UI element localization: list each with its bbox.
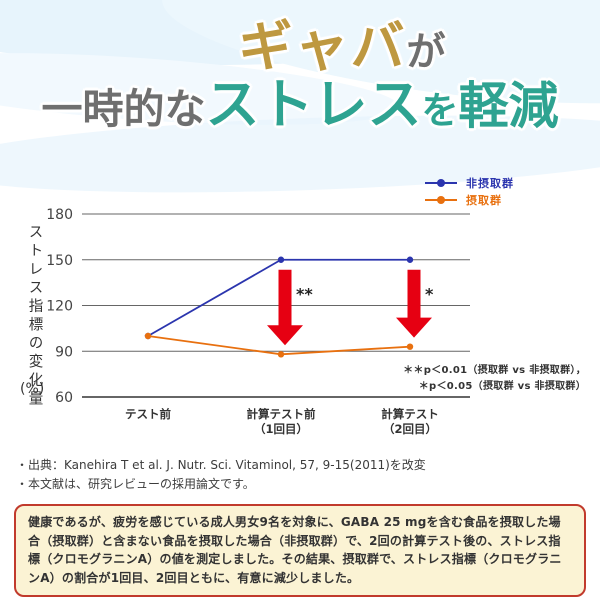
title-gaba: ギャバ xyxy=(238,15,407,78)
title-line-2: 一時的なストレスを軽減 xyxy=(0,76,600,134)
y-axis-unit: (%) xyxy=(20,381,45,397)
svg-text:60: 60 xyxy=(55,390,73,406)
significance-note-1: ＊＊p＜0.01（摂取群 vs 非摂取群）， xyxy=(403,365,586,376)
svg-text:180: 180 xyxy=(46,207,73,223)
svg-text:テスト前: テスト前 xyxy=(125,407,171,421)
svg-text:計算テスト: 計算テスト xyxy=(381,407,439,421)
legend-label: 非摂取群 xyxy=(466,176,514,190)
svg-text:90: 90 xyxy=(55,344,73,360)
study-description-box: 健康であるが、疲労を感じている成人男女9名を対象に、GABA 25 mgを含む食… xyxy=(14,504,586,598)
citation-source: ・出典：Kanehira T et al. J. Nutr. Sci. Vita… xyxy=(16,458,426,472)
legend-line-marker xyxy=(425,178,457,187)
title-temporary: 一時的な xyxy=(41,85,206,134)
significance-note-2: ＊p＜0.05（摂取群 vs 非摂取群） xyxy=(418,380,586,392)
svg-text:*: * xyxy=(425,285,434,304)
legend-label: 摂取群 xyxy=(466,193,502,207)
citation-block: ・出典：Kanehira T et al. J. Nutr. Sci. Vita… xyxy=(16,456,426,493)
legend-item: 非摂取群 xyxy=(425,176,514,190)
svg-text:**: ** xyxy=(296,285,313,304)
title-line-1: ギャバが xyxy=(42,15,600,78)
significance-notes: ＊＊p＜0.01（摂取群 vs 非摂取群）， ＊p＜0.05（摂取群 vs 非摂… xyxy=(403,363,586,394)
title-ga: が xyxy=(406,30,446,75)
title-reduce: 軽減 xyxy=(458,77,559,136)
svg-text:計算テスト前: 計算テスト前 xyxy=(247,407,316,421)
page-title: ギャバが 一時的なストレスを軽減 xyxy=(0,15,600,135)
title-wo: を xyxy=(421,89,459,133)
citation-note: ・本文献は、研究レビューの採用論文です。 xyxy=(16,476,255,491)
svg-text:150: 150 xyxy=(46,253,73,269)
svg-text:（1回目）: （1回目） xyxy=(254,422,308,436)
legend-line-marker xyxy=(425,195,457,204)
chart-legend: 非摂取群 摂取群 xyxy=(425,176,514,207)
svg-text:120: 120 xyxy=(46,299,73,315)
title-stress: ストレス xyxy=(205,73,422,137)
study-description-text: 健康であるが、疲労を感じている成人男女9名を対象に、GABA 25 mgを含む食… xyxy=(28,515,562,585)
svg-text:（2回目）: （2回目） xyxy=(383,422,437,436)
legend-item: 摂取群 xyxy=(425,193,514,207)
y-axis-label: ストレス指標の変化量 xyxy=(26,224,43,409)
